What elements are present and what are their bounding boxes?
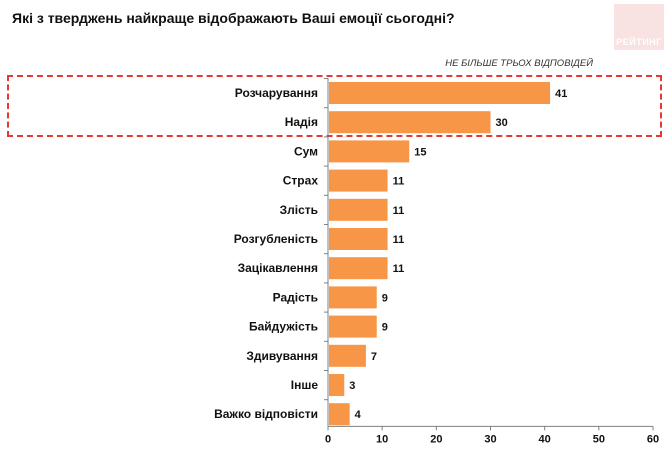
x-tick-label: 60: [647, 433, 659, 445]
chart-title: Які з тверджень найкраще відображають Ва…: [12, 10, 455, 26]
bar: [329, 344, 366, 367]
rating-logo-text: РЕЙТИНГ: [616, 37, 662, 47]
x-tick-label: 30: [484, 433, 496, 445]
category-label: Зацікавлення: [238, 261, 318, 275]
bar: [329, 82, 551, 104]
category-label: Злість: [280, 203, 318, 217]
answer-limit-note: НЕ БІЛЬШЕ ТРЬОХ ВІДПОВІДЕЙ: [445, 58, 593, 69]
x-tick-label: 50: [593, 433, 605, 445]
data-label: 9: [382, 292, 388, 304]
highlight-box: [7, 75, 662, 137]
category-label: Сум: [294, 144, 318, 158]
bar: [329, 257, 388, 280]
data-label: 3: [349, 380, 355, 392]
data-label: 30: [496, 117, 508, 129]
data-label: 11: [393, 263, 405, 275]
data-label: 4: [355, 409, 362, 421]
data-label: 11: [393, 205, 405, 217]
bar: [329, 228, 388, 250]
x-tick-label: 0: [325, 433, 331, 445]
category-label: Байдужість: [249, 320, 318, 334]
category-label: Інше: [291, 378, 319, 392]
data-label: 7: [371, 351, 377, 363]
bar: [329, 403, 350, 426]
category-label: Здивування: [246, 349, 318, 363]
category-label: Страх: [283, 174, 319, 188]
bar: [329, 374, 345, 396]
data-label: 11: [393, 176, 405, 188]
data-label: 11: [393, 234, 405, 246]
bar: [329, 111, 491, 134]
category-label: Надія: [285, 115, 318, 129]
x-tick-label: 20: [430, 433, 442, 445]
x-tick-label: 10: [376, 433, 388, 445]
bar: [329, 198, 388, 221]
bar: [329, 315, 377, 338]
bar: [329, 169, 388, 192]
rating-logo: РЕЙТИНГ: [614, 4, 664, 50]
category-label: Радість: [273, 290, 318, 304]
x-tick-label: 40: [539, 433, 551, 445]
category-label: Розгубленість: [234, 232, 318, 246]
bar: [329, 286, 377, 309]
category-label: Важко відповісти: [214, 407, 318, 421]
data-label: 9: [382, 322, 388, 334]
data-label: 15: [414, 146, 426, 158]
data-label: 41: [555, 88, 567, 100]
bar: [329, 140, 410, 163]
category-label: Розчарування: [235, 86, 318, 100]
